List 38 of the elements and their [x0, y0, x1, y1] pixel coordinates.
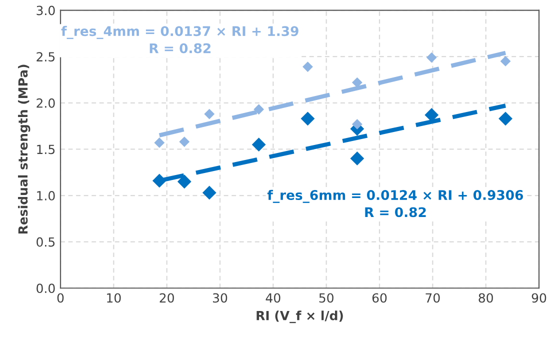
point — [498, 112, 512, 126]
x-tick-label: 10 — [107, 293, 121, 303]
x-tick-label: 20 — [160, 293, 174, 303]
y-tick-label: 0.0 — [36, 284, 55, 294]
point — [302, 62, 313, 72]
y-tick-label: 1.5 — [37, 144, 55, 154]
point — [154, 138, 165, 148]
y-tick-label: 2.0 — [36, 98, 55, 108]
x-axis-title: RI (V_f × l/d) — [256, 310, 343, 324]
x-tick-label: 70 — [426, 293, 440, 303]
point — [252, 138, 266, 152]
point — [426, 52, 437, 63]
x-tick-label: 80 — [478, 293, 493, 303]
x-tick-label: 90 — [532, 293, 546, 303]
y-tick-label: 3.0 — [36, 6, 55, 16]
x-tick-label: 30 — [213, 293, 228, 303]
x-tick-label: 60 — [372, 293, 387, 303]
point — [352, 119, 362, 130]
y-axis-title: Residual strength (MPa) — [18, 64, 30, 234]
annotation: f_res_4mm = 0.0137 × RI + 1.39 R = 0.82 — [61, 26, 298, 54]
y-tick-label: 0.5 — [36, 237, 55, 247]
point — [424, 108, 439, 122]
point — [177, 174, 192, 189]
y-tick-label: 1.0 — [37, 190, 55, 200]
x-tick-label: 0 — [57, 293, 64, 303]
point — [254, 104, 264, 115]
point — [350, 152, 364, 166]
x-tick-label: 40 — [266, 293, 280, 303]
point — [500, 56, 511, 66]
y-tick-label: 2.5 — [36, 52, 55, 62]
point — [352, 77, 362, 88]
x-tick-label: 50 — [319, 293, 334, 303]
point — [179, 136, 190, 147]
point — [202, 186, 216, 200]
annotation: f_res_6mm = 0.0124 × RI + 0.9306 R = 0.82 — [267, 190, 524, 218]
point — [152, 174, 166, 188]
point — [300, 112, 315, 126]
point — [204, 108, 215, 120]
